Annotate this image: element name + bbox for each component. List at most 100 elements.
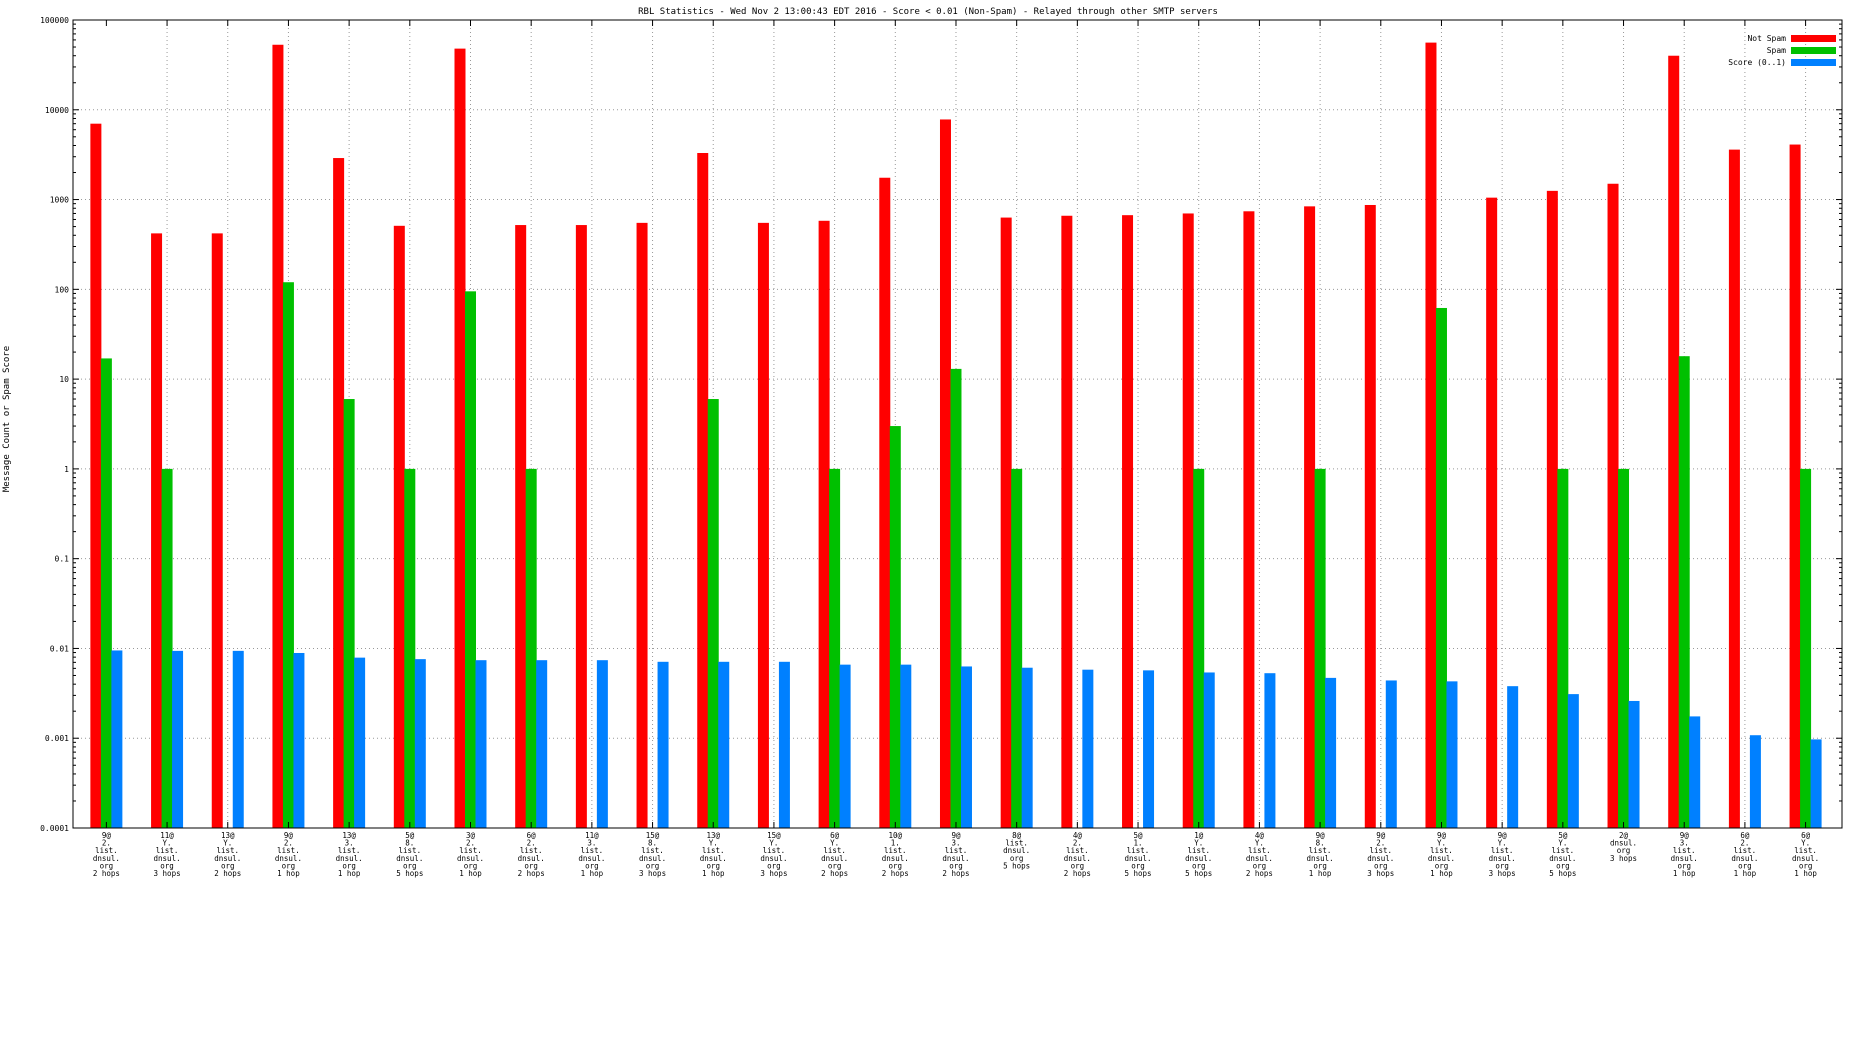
x-tick-label-line: Y. [1194, 839, 1203, 848]
x-tick-label-line: Y. [1255, 839, 1264, 848]
x-tick-label-line: 8. [648, 839, 657, 848]
x-tick-label-line: dnsul. [93, 854, 120, 863]
x-tick-label: 9@ Y. list. dnsul. org 3 hops [1489, 831, 1516, 878]
x-tick-label-line: 5 hops [1124, 869, 1151, 878]
bar-spam [1557, 468, 1569, 828]
x-tick-label-line: org [706, 861, 720, 870]
x-tick-label-line: Y. [1801, 839, 1810, 848]
x-tick-label-line: 2 hops [1064, 869, 1091, 878]
x-tick-label-line: 8. [405, 839, 414, 848]
bar-score-0-1 [172, 650, 184, 828]
bar-not-spam [939, 119, 951, 829]
x-tick-label: 9@ 8. list. dnsul. org 1 hop [1307, 831, 1334, 878]
x-tick-label-line: 8. [1316, 839, 1325, 848]
x-tick-label-line: org [160, 861, 174, 870]
bar-not-spam [1668, 55, 1680, 828]
x-tick-label-line: list. [945, 846, 968, 855]
x-tick-label-line: 2 hops [214, 869, 241, 878]
x-tick-label-line: list. [1491, 846, 1514, 855]
bar-not-spam [1304, 206, 1316, 829]
bar-not-spam [1061, 215, 1073, 829]
x-tick-label-line: 2. [1073, 839, 1082, 848]
bar-spam [829, 468, 841, 828]
x-tick-label-line: dnsul. [1671, 854, 1698, 863]
bar-score-0-1 [293, 652, 305, 828]
bar-not-spam [697, 153, 709, 829]
x-tick-label-line: 3. [951, 839, 960, 848]
bar-score-0-1 [1203, 672, 1215, 828]
bars-layer [90, 42, 1822, 829]
x-tick-label-line: org [100, 861, 114, 870]
x-tick-label-line: list. [95, 846, 118, 855]
y-tick-label: 0.0001 [40, 824, 69, 833]
bar-not-spam [879, 177, 891, 828]
x-tick-label-line: 8@ [1012, 831, 1022, 840]
x-tick-label-line: 2. [284, 839, 293, 848]
bar-score-0-1 [1749, 735, 1761, 828]
bar-not-spam [272, 44, 284, 828]
bar-score-0-1 [657, 661, 669, 828]
bar-spam [404, 468, 416, 828]
bar-not-spam [211, 233, 223, 828]
x-tick-label-line: 1 hop [581, 869, 604, 878]
x-tick-label-line: org [524, 861, 538, 870]
x-tick-label-line: dnsul. [1428, 854, 1455, 863]
x-tick-label-line: dnsul. [1367, 854, 1394, 863]
x-tick-label-line: list. [277, 846, 300, 855]
x-tick-label-line: 5 hops [396, 869, 423, 878]
x-tick-label: 9@ 2. list. dnsul. org 1 hop [275, 831, 302, 878]
bar-score-0-1 [354, 657, 366, 828]
x-tick-label-line: list. [884, 846, 907, 855]
x-tick-label-line: 9@ [1498, 831, 1508, 840]
y-tick-label: 10000 [45, 106, 69, 115]
bar-score-0-1 [1567, 694, 1579, 828]
bar-score-0-1 [960, 666, 972, 828]
bar-not-spam [1182, 213, 1194, 829]
x-tick-label-line: org [1071, 861, 1085, 870]
x-tick-label-line: 1 hop [1794, 869, 1817, 878]
bar-not-spam [454, 48, 466, 829]
x-tick-label-line: org [1374, 861, 1388, 870]
x-tick-label-line: org [464, 861, 478, 870]
bar-not-spam [393, 225, 405, 828]
x-tick-label-line: list. [338, 846, 361, 855]
x-tick-label: 11@ Y. list. dnsul. org 3 hops [154, 831, 181, 878]
x-tick-label-line: org [646, 861, 660, 870]
x-tick-label-line: 9@ [1437, 831, 1447, 840]
bar-not-spam [636, 222, 648, 828]
bar-spam [343, 399, 355, 828]
x-tick-label-line: 1 hop [702, 869, 725, 878]
x-tick-label-line: dnsul. [821, 854, 848, 863]
x-tick-label-line: list. [1309, 846, 1332, 855]
x-tick-label-line: org [767, 861, 781, 870]
x-tick-label-line: 2. [102, 839, 111, 848]
bar-not-spam [1122, 215, 1134, 828]
x-tick-label-line: 3 hops [639, 869, 666, 878]
x-tick-label-line: org [1738, 861, 1752, 870]
bar-score-0-1 [1628, 700, 1640, 828]
y-tick-label: 100000 [40, 16, 69, 25]
x-tick-label-line: 5 hops [1003, 861, 1030, 870]
bar-score-0-1 [1507, 686, 1519, 828]
x-tick-label-line: list. [1127, 846, 1150, 855]
x-tick-label-line: list. [1430, 846, 1453, 855]
x-tick-label-line: dnsul. [214, 854, 241, 863]
y-axis-label: Message Count or Spam Score [2, 346, 12, 492]
x-tick-label: 13@ Y. list. dnsul. org 1 hop [700, 831, 727, 878]
bar-not-spam [1486, 197, 1498, 829]
x-tick-label: 9@ 3. list. dnsul. org 2 hops [942, 831, 969, 878]
x-tick-label-line: 6@ [830, 831, 840, 840]
x-tick-label-line: 2. [466, 839, 475, 848]
x-tick-label-line: 13@ [221, 831, 235, 840]
x-tick-label: 5@ 8. list. dnsul. org 5 hops [396, 831, 423, 878]
bar-not-spam [1243, 211, 1255, 828]
x-tick-label-line: dnsul. [154, 854, 181, 863]
x-tick-label-line: 3. [1680, 839, 1689, 848]
y-tick-label: 1 [64, 465, 69, 474]
x-tick-label-line: 9@ [102, 831, 112, 840]
x-tick-label-line: 6@ [1801, 831, 1811, 840]
bar-spam [161, 468, 173, 828]
x-tick-label-line: 13@ [706, 831, 720, 840]
bar-score-0-1 [1689, 716, 1701, 828]
